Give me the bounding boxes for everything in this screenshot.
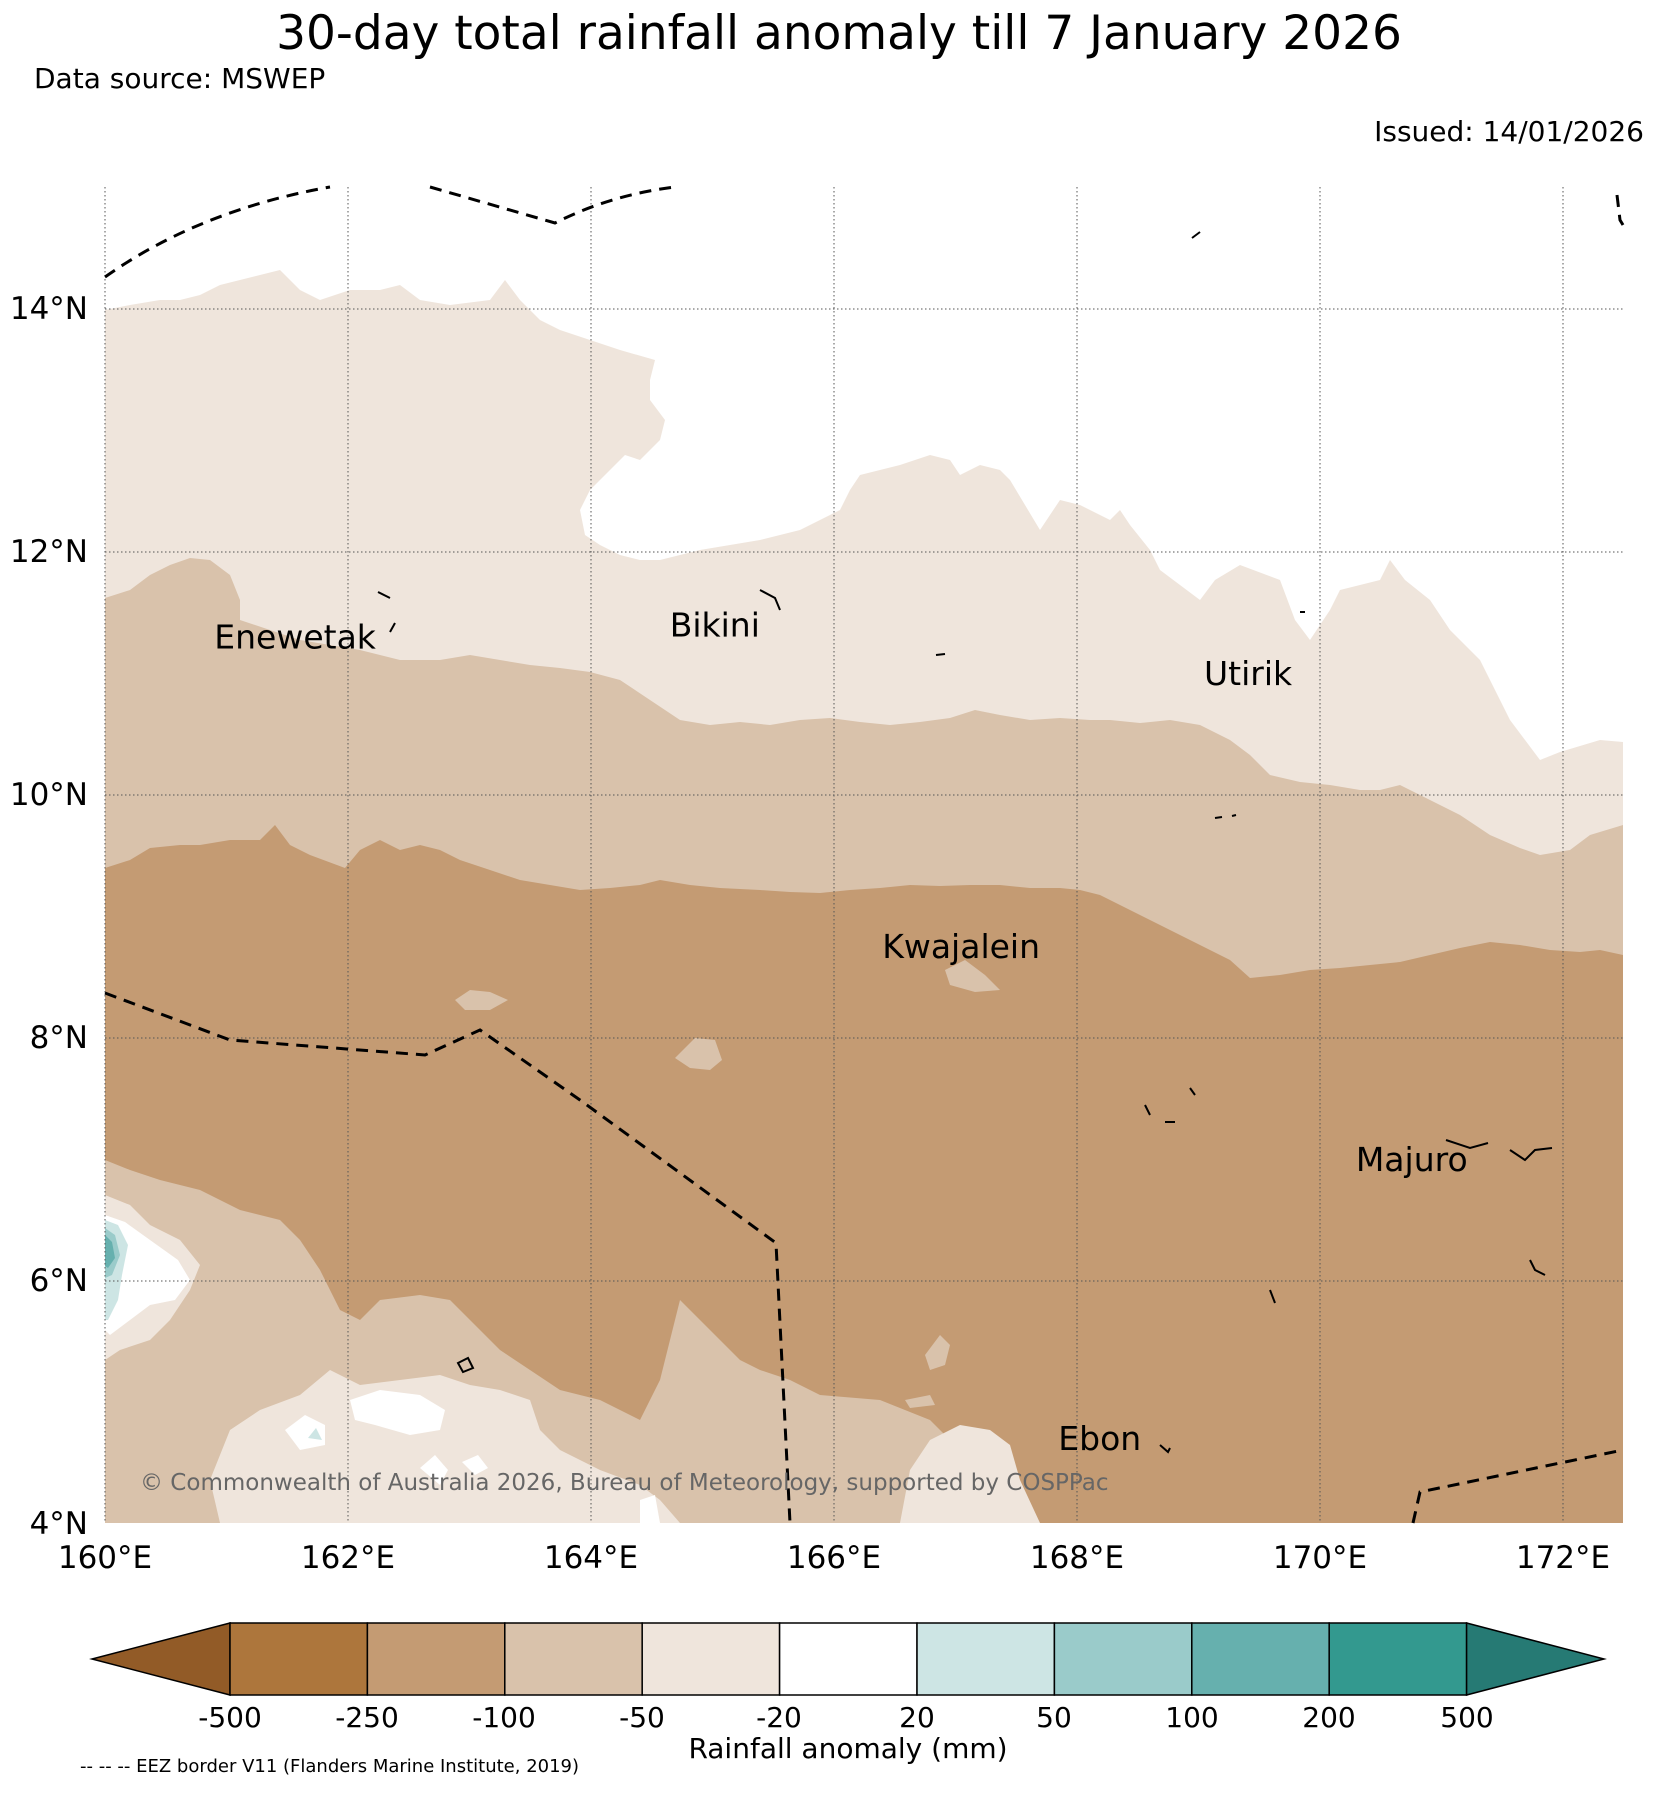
legend-tick-1: -250 [335,1701,399,1734]
place-labels: Enewetak Bikini Utirik Kwajalein Majuro Ebon [214,605,1467,1458]
fill-s-white-4 [462,1455,488,1475]
data-source-label: Data source: MSWEP [34,62,326,95]
copyright-text: © Commonwealth of Australia 2026, Bureau… [140,1470,1109,1496]
fill-white-north [105,187,1623,760]
fill-s-white-2 [350,1390,445,1435]
lon-tick-172: 172°E [1516,1540,1610,1576]
colorbar-box-200_500 [1328,1622,1468,1696]
place-label-utirik: Utirik [1204,654,1293,693]
fill-patch-1 [455,990,508,1010]
fill-s-white-3 [420,1455,448,1485]
legend-tick-8: 200 [1302,1701,1355,1734]
fill-south-light-2 [900,1425,1040,1523]
fill-s-white-5 [640,1495,660,1523]
colorbar-box-m50_m20 [641,1622,781,1696]
lat-tick-4: 4°N [30,1506,88,1542]
lon-tick-162: 162°E [301,1540,395,1576]
fill-patch-2 [675,1038,722,1070]
map-fill-layers [105,187,1623,1523]
colorbar-box-m500_m250 [229,1622,369,1696]
lon-tick-166: 166°E [787,1540,881,1576]
fill-20-50-south [308,1428,322,1440]
colorbar-box-m100_m50 [504,1622,643,1696]
lon-tick-labels: 160°E 162°E 164°E 166°E 168°E 170°E 172°… [58,1540,1610,1576]
place-label-majuro: Majuro [1356,1140,1468,1179]
colorbar-extend-high [1465,1622,1607,1696]
legend-tick-0: -500 [198,1701,262,1734]
lat-tick-10: 10°N [10,777,88,813]
legend-tick-5: 20 [899,1701,935,1734]
legend-tick-3: -50 [619,1701,665,1734]
map-title: 30-day total rainfall anomaly till 7 Jan… [276,6,1402,61]
legend-tick-2: -100 [472,1701,536,1734]
lat-tick-8: 8°N [30,1020,88,1056]
issued-date: Issued: 14/01/2026 [1374,115,1644,148]
fill-south-light [210,1370,680,1523]
lon-tick-164: 164°E [544,1540,638,1576]
lat-tick-6: 6°N [30,1263,88,1299]
gridlines [104,187,1623,1523]
colorbar-box-m20_20 [778,1622,918,1696]
lon-tick-168: 168°E [1030,1540,1124,1576]
legend-tick-4: -20 [756,1701,802,1734]
place-label-bikini: Bikini [670,605,760,644]
eez-source-note: -- -- -- EEZ border V11 (Flanders Marine… [80,1756,580,1777]
fill-patch-4 [925,1335,950,1370]
colorbar-tick-labels: -500 -250 -100 -50 -20 20 50 100 200 500 [198,1701,1494,1734]
colorbar-box-20_50 [916,1622,1056,1696]
place-label-enewetak: Enewetak [214,618,377,657]
colorbar-label: Rainfall anomaly (mm) [688,1732,1007,1765]
colorbar-box-m250_m100 [366,1622,506,1696]
fill-100-200 [105,1235,115,1268]
fill-patch-5 [905,1395,935,1408]
lat-tick-14: 14°N [10,291,88,327]
island-marks [377,231,1553,1454]
lon-tick-160: 160°E [58,1540,152,1576]
colorbar-box-50_100 [1053,1622,1193,1696]
eez-borders [104,185,1625,1524]
fill-patch-3 [945,960,1000,992]
lat-tick-labels: 4°N 6°N 8°N 10°N 12°N 14°N [10,291,88,1542]
colorbar-boxes [89,1622,1607,1696]
place-label-ebon: Ebon [1058,1419,1141,1458]
lon-tick-170: 170°E [1273,1540,1367,1576]
legend-tick-6: 50 [1036,1701,1072,1734]
lat-tick-12: 12°N [10,534,88,570]
colorbar-box-100_200 [1191,1622,1330,1696]
legend-tick-7: 100 [1165,1701,1218,1734]
legend-tick-9: 500 [1440,1701,1493,1734]
fill-s-white-1 [285,1415,325,1450]
colorbar-extend-low [89,1622,231,1696]
place-label-kwajalein: Kwajalein [882,927,1040,966]
